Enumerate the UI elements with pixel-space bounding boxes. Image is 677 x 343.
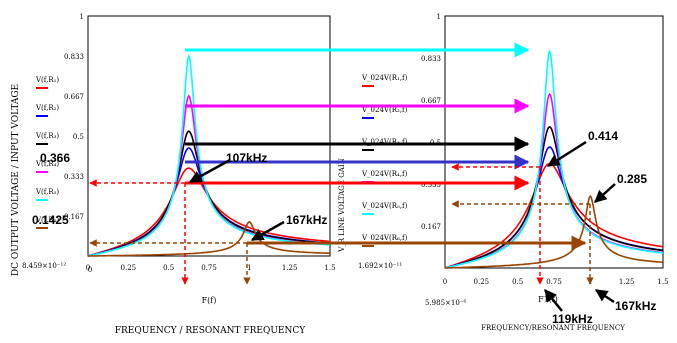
series-line <box>88 220 331 257</box>
right-xlabel: FREQUENCY/RESONANT FREQUENCY <box>481 324 625 332</box>
y-tick-label: 1 <box>80 13 84 21</box>
left-annotations: 0.366 0.1425 107kHz 167kHz <box>32 151 327 285</box>
legend-label: V_024V(R₂,f) <box>361 106 408 114</box>
x-tick-label: 0 <box>86 264 90 272</box>
legend-label: V(f,R₄) <box>35 160 59 168</box>
series-line <box>444 49 664 269</box>
legend-label: V_024V(R₃,f) <box>361 138 408 146</box>
legend-label: V(f,R₁) <box>35 76 59 84</box>
legend-label: V(f,R₅) <box>35 188 59 196</box>
right-value-pointer <box>546 140 587 168</box>
x-tick-label: 0.75 <box>546 278 562 286</box>
right-low-value-pointer <box>594 183 616 203</box>
left-x-range-label: 0 <box>88 266 92 274</box>
left-value-label: 0.366 <box>40 151 70 165</box>
series-line <box>445 194 664 269</box>
left-ymin-label: 8.459×10⁻¹² <box>22 262 66 270</box>
right-ymin-label: 1.692×10⁻¹¹ <box>358 262 402 270</box>
y-tick-label: 0.333 <box>421 181 441 189</box>
legend-label: V(f,R₂) <box>35 104 59 112</box>
x-tick-label: 0.75 <box>201 264 217 272</box>
right-low-value-label: 0.285 <box>617 172 647 186</box>
legend-label: V_024V(R₆,f) <box>361 234 408 242</box>
legend-label: V(f,R₃) <box>35 132 59 140</box>
y-tick-label: 0.667 <box>64 93 84 101</box>
right-freq1-label: 119kHz <box>552 312 593 326</box>
y-tick-label: 0.333 <box>64 173 84 181</box>
series-line <box>87 53 330 257</box>
right-ylabel: V_R LINE VOLTAGE GAIN <box>338 158 346 252</box>
x-tick-label: 1.5 <box>324 264 335 272</box>
legend-label: V_024V(R₅,f) <box>361 202 408 210</box>
y-tick-label: 0.5 <box>73 133 84 141</box>
left-chart: DC OUTPUT VOLTAGE / INPUT VOLTAGE FREQUE… <box>11 13 336 336</box>
series-line <box>444 126 664 269</box>
y-tick-label: 0.667 <box>421 97 441 105</box>
y-tick-label: 0.833 <box>421 55 441 63</box>
legend-label: V_024V(R₁,f) <box>361 74 408 82</box>
left-x-axis-name: F(f) <box>202 296 217 305</box>
right-value-label: 0.414 <box>588 129 618 143</box>
left-freq2-label: 167kHz <box>286 213 327 227</box>
x-tick-label: 1.25 <box>619 278 635 286</box>
x-tick-label: 1.5 <box>657 278 668 286</box>
y-tick-label: 0.167 <box>64 213 84 221</box>
legend-label: V_024V(R₄,f) <box>361 170 408 178</box>
y-tick-label: 1 <box>437 13 441 21</box>
x-tick-label: 0.5 <box>163 264 174 272</box>
x-tick-label: 0 <box>443 278 447 286</box>
series-line <box>444 146 664 269</box>
left-xlabel: FREQUENCY / RESONANT FREQUENCY <box>115 326 306 336</box>
x-tick-label: 1.25 <box>282 264 298 272</box>
left-ylabel: DC OUTPUT VOLTAGE / INPUT VOLTAGE <box>11 84 21 276</box>
right-freq1-pointer <box>544 289 563 312</box>
x-tick-label: 1 <box>247 264 251 272</box>
y-tick-label: 0.167 <box>421 223 441 231</box>
series-line <box>87 94 331 257</box>
bridge-arrows <box>185 42 587 251</box>
x-tick-label: 0.25 <box>474 278 490 286</box>
left-freq1-label: 107kHz <box>226 151 267 165</box>
x-tick-label: 0.5 <box>512 278 523 286</box>
y-tick-label: 0.833 <box>64 53 84 61</box>
right-x-range-label: 5.985×10⁻⁶ <box>425 299 467 307</box>
series-line <box>444 162 664 269</box>
right-annotations: 0.414 0.285 119kHz 167kHz <box>451 129 656 326</box>
right-freq2-pointer <box>594 288 615 304</box>
legend-label: V(f,R₆) <box>35 216 59 224</box>
right-plot-frame <box>444 15 664 269</box>
left-freq1-pointer <box>188 158 231 184</box>
right-chart: V_R LINE VOLTAGE GAIN FREQUENCY/RESONANT… <box>338 13 669 332</box>
right-freq2-label: 167kHz <box>615 299 656 313</box>
left-freq2-pointer <box>250 220 285 242</box>
x-tick-label: 0.25 <box>121 264 137 272</box>
left-plot-frame <box>87 15 331 257</box>
left-low-value-label: 0.1425 <box>32 213 69 227</box>
